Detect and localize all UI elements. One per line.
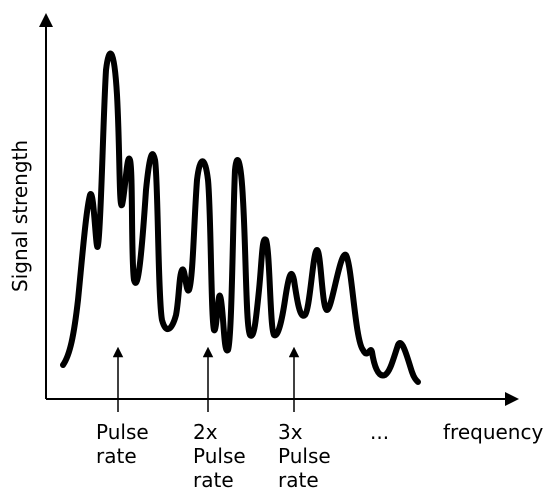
marker-label-line: ...: [370, 420, 390, 444]
y-axis-label: Signal strength: [8, 139, 32, 292]
signal-curve: [60, 50, 421, 385]
marker-label-line: rate: [96, 444, 137, 468]
marker-label-pulse-rate: Pulse rate: [96, 420, 149, 468]
marker-label-line: Pulse: [193, 444, 246, 468]
marker-label-line: Pulse: [96, 420, 149, 444]
marker-label-2x-pulse-rate: 2x Pulse rate: [193, 420, 246, 492]
x-axis-label: frequency: [443, 420, 544, 444]
marker-label-3x-pulse-rate: 3x Pulse rate: [278, 420, 331, 492]
marker-label-ellipsis: ...: [370, 420, 389, 444]
marker-label-line: 3x: [278, 420, 303, 444]
marker-label-line: 2x: [193, 420, 218, 444]
marker-label-line: rate: [278, 468, 319, 492]
marker-label-line: Pulse: [278, 444, 331, 468]
marker-label-line: rate: [193, 468, 234, 492]
